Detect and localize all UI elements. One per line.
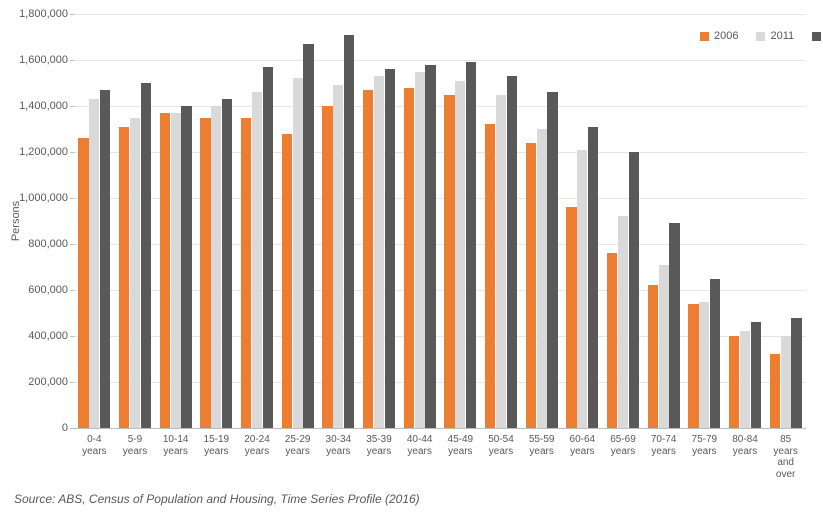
bar [770, 354, 780, 428]
bar [699, 302, 709, 429]
bar [200, 118, 210, 429]
bar [781, 336, 791, 428]
bar [629, 152, 639, 428]
x-tick-label: 45-49years [438, 428, 482, 457]
bar [577, 150, 587, 428]
bar [648, 285, 658, 428]
legend-swatch [700, 32, 709, 41]
y-tick-label: 1,800,000 [19, 8, 74, 20]
bar [415, 72, 425, 429]
bar [100, 90, 110, 428]
y-tick-label: 800,000 [28, 238, 74, 250]
bar [385, 69, 395, 428]
legend-item: 2006 [700, 30, 738, 42]
bar [171, 113, 181, 428]
x-tick-label: 5-9years [113, 428, 157, 457]
x-tick-label: 80-84years [723, 428, 767, 457]
bar [444, 95, 454, 429]
bar [455, 81, 465, 428]
bar [425, 65, 435, 428]
bar [466, 62, 476, 428]
bar [791, 318, 801, 428]
y-tick-label: 1,600,000 [19, 54, 74, 66]
bar [507, 76, 517, 428]
x-tick-label: 25-29years [276, 428, 320, 457]
x-tick-label: 30-34years [316, 428, 360, 457]
bar [374, 76, 384, 428]
gridline [74, 60, 806, 61]
bar [618, 216, 628, 428]
y-axis-title: Persons [10, 201, 22, 241]
bar [160, 113, 170, 428]
bar [547, 92, 557, 428]
bar [263, 67, 273, 428]
x-tick-label: 15-19years [194, 428, 238, 457]
x-tick-label: 70-74years [642, 428, 686, 457]
y-tick-label: 600,000 [28, 284, 74, 296]
legend-label: 2011 [770, 30, 794, 42]
x-tick-label: 85yearsandover [764, 428, 808, 480]
y-tick-label: 400,000 [28, 330, 74, 342]
bar [181, 106, 191, 428]
legend-item: 2016 [812, 30, 823, 42]
y-tick-label: 1,000,000 [19, 192, 74, 204]
bar [537, 129, 547, 428]
y-tick-label: 200,000 [28, 376, 74, 388]
bar [141, 83, 151, 428]
bar [78, 138, 88, 428]
legend-swatch [812, 32, 821, 41]
y-tick-label: 1,400,000 [19, 100, 74, 112]
bar [333, 85, 343, 428]
bar [751, 322, 761, 428]
x-tick-label: 50-54years [479, 428, 523, 457]
x-tick-label: 55-59years [520, 428, 564, 457]
bar [496, 95, 506, 429]
bar [740, 331, 750, 428]
bar [322, 106, 332, 428]
legend-item: 2011 [756, 30, 794, 42]
bar [363, 90, 373, 428]
bar [119, 127, 129, 428]
x-tick-label: 35-39years [357, 428, 401, 457]
bar [252, 92, 262, 428]
bar [241, 118, 251, 429]
bar [222, 99, 232, 428]
bar [607, 253, 617, 428]
bar [659, 265, 669, 428]
bar [669, 223, 679, 428]
legend-label: 2006 [714, 30, 738, 42]
chart-plot-area: 0200,000400,000600,000800,0001,000,0001,… [74, 14, 806, 429]
bar [588, 127, 598, 428]
bar [566, 207, 576, 428]
source-caption: Source: ABS, Census of Population and Ho… [14, 492, 420, 506]
legend-swatch [756, 32, 765, 41]
bar [89, 99, 99, 428]
bar [282, 134, 292, 428]
bar [293, 78, 303, 428]
x-tick-label: 65-69years [601, 428, 645, 457]
y-tick-label: 1,200,000 [19, 146, 74, 158]
x-tick-label: 10-14years [154, 428, 198, 457]
bar [526, 143, 536, 428]
x-tick-label: 0-4years [72, 428, 116, 457]
x-tick-label: 20-24years [235, 428, 279, 457]
bar [404, 88, 414, 428]
bar [710, 279, 720, 429]
x-tick-label: 40-44years [398, 428, 442, 457]
bar [729, 336, 739, 428]
bar [211, 106, 221, 428]
bar [130, 118, 140, 429]
bar [344, 35, 354, 428]
bar [688, 304, 698, 428]
bar [303, 44, 313, 428]
gridline [74, 14, 806, 15]
chart-legend: 2006 2011 2016 [700, 30, 823, 42]
x-tick-label: 75-79years [682, 428, 726, 457]
x-tick-label: 60-64years [560, 428, 604, 457]
bar [485, 124, 495, 428]
